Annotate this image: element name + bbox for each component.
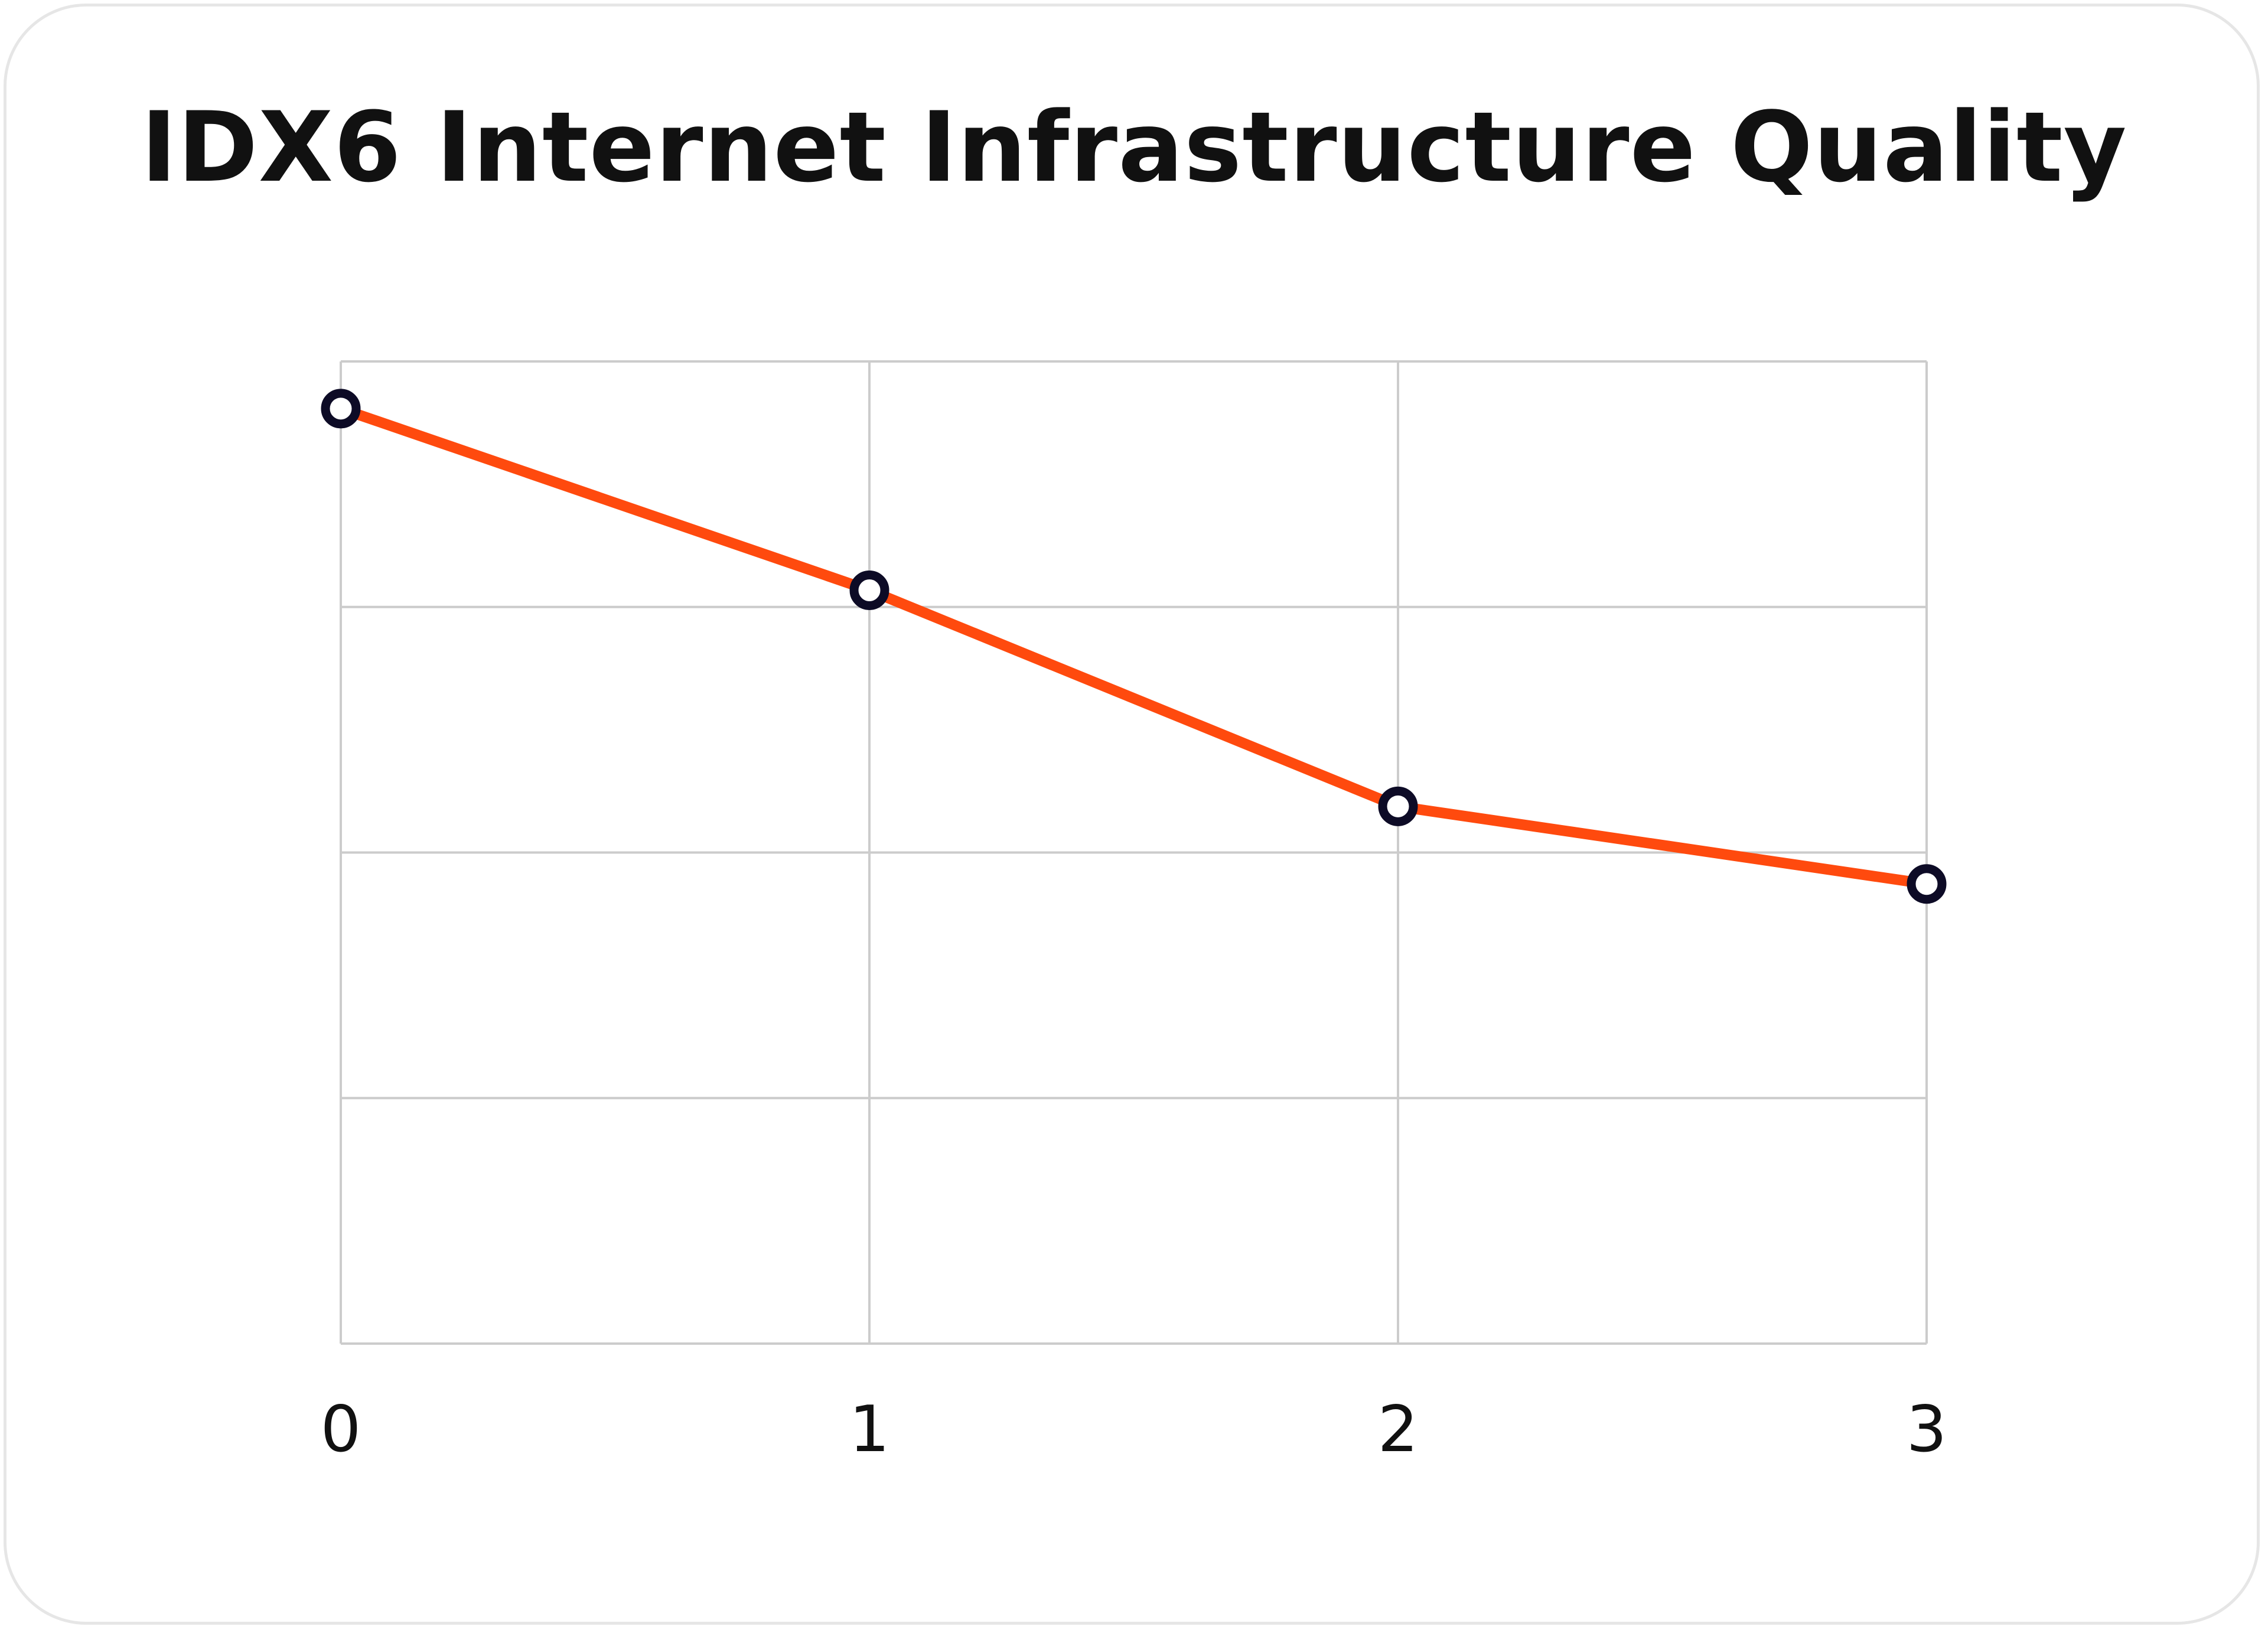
series-line-0 bbox=[335, 403, 1932, 889]
chart-card bbox=[4, 4, 2260, 1625]
data-point-2 bbox=[1378, 786, 1418, 826]
data-point-3 bbox=[1907, 864, 1947, 904]
x-tick-label-1: 1 bbox=[849, 1393, 890, 1466]
x-tick-label-0: 0 bbox=[321, 1393, 361, 1466]
chart-title: IDX6 Internet Infrastructure Quality bbox=[141, 91, 2127, 204]
x-axis-ticks: 0 1 2 3 bbox=[321, 1393, 1947, 1466]
x-tick-label-3: 3 bbox=[1907, 1393, 1947, 1466]
x-tick-label-2: 2 bbox=[1378, 1393, 1419, 1466]
data-point-0 bbox=[321, 389, 361, 429]
series bbox=[335, 403, 1932, 889]
data-point-1 bbox=[849, 570, 889, 610]
data-points bbox=[321, 389, 1947, 904]
grid bbox=[340, 360, 1928, 1345]
